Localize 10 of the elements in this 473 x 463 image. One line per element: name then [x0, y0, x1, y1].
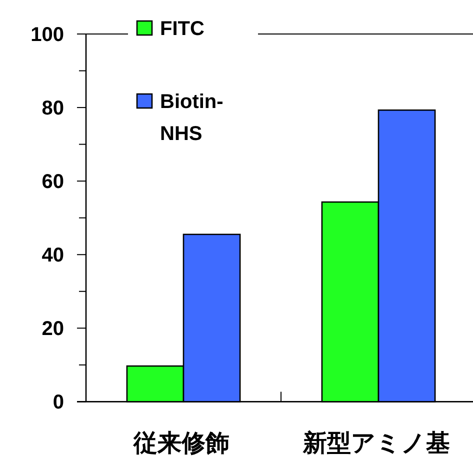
legend-label: Biotin-NHS [160, 91, 224, 145]
y-tick-label: 40 [42, 244, 64, 267]
y-tick-label: 0 [52, 392, 64, 414]
legend-label: FITC [160, 18, 204, 40]
y-tick-label: 60 [42, 171, 64, 194]
x-tick-label: 従来修飾 [132, 430, 230, 457]
y-tick-label: 20 [42, 318, 64, 340]
x-tick-label: 新型アミノ基 [302, 430, 450, 457]
y-tick-label: 100 [30, 24, 64, 46]
y-tick-label: 80 [42, 98, 64, 120]
